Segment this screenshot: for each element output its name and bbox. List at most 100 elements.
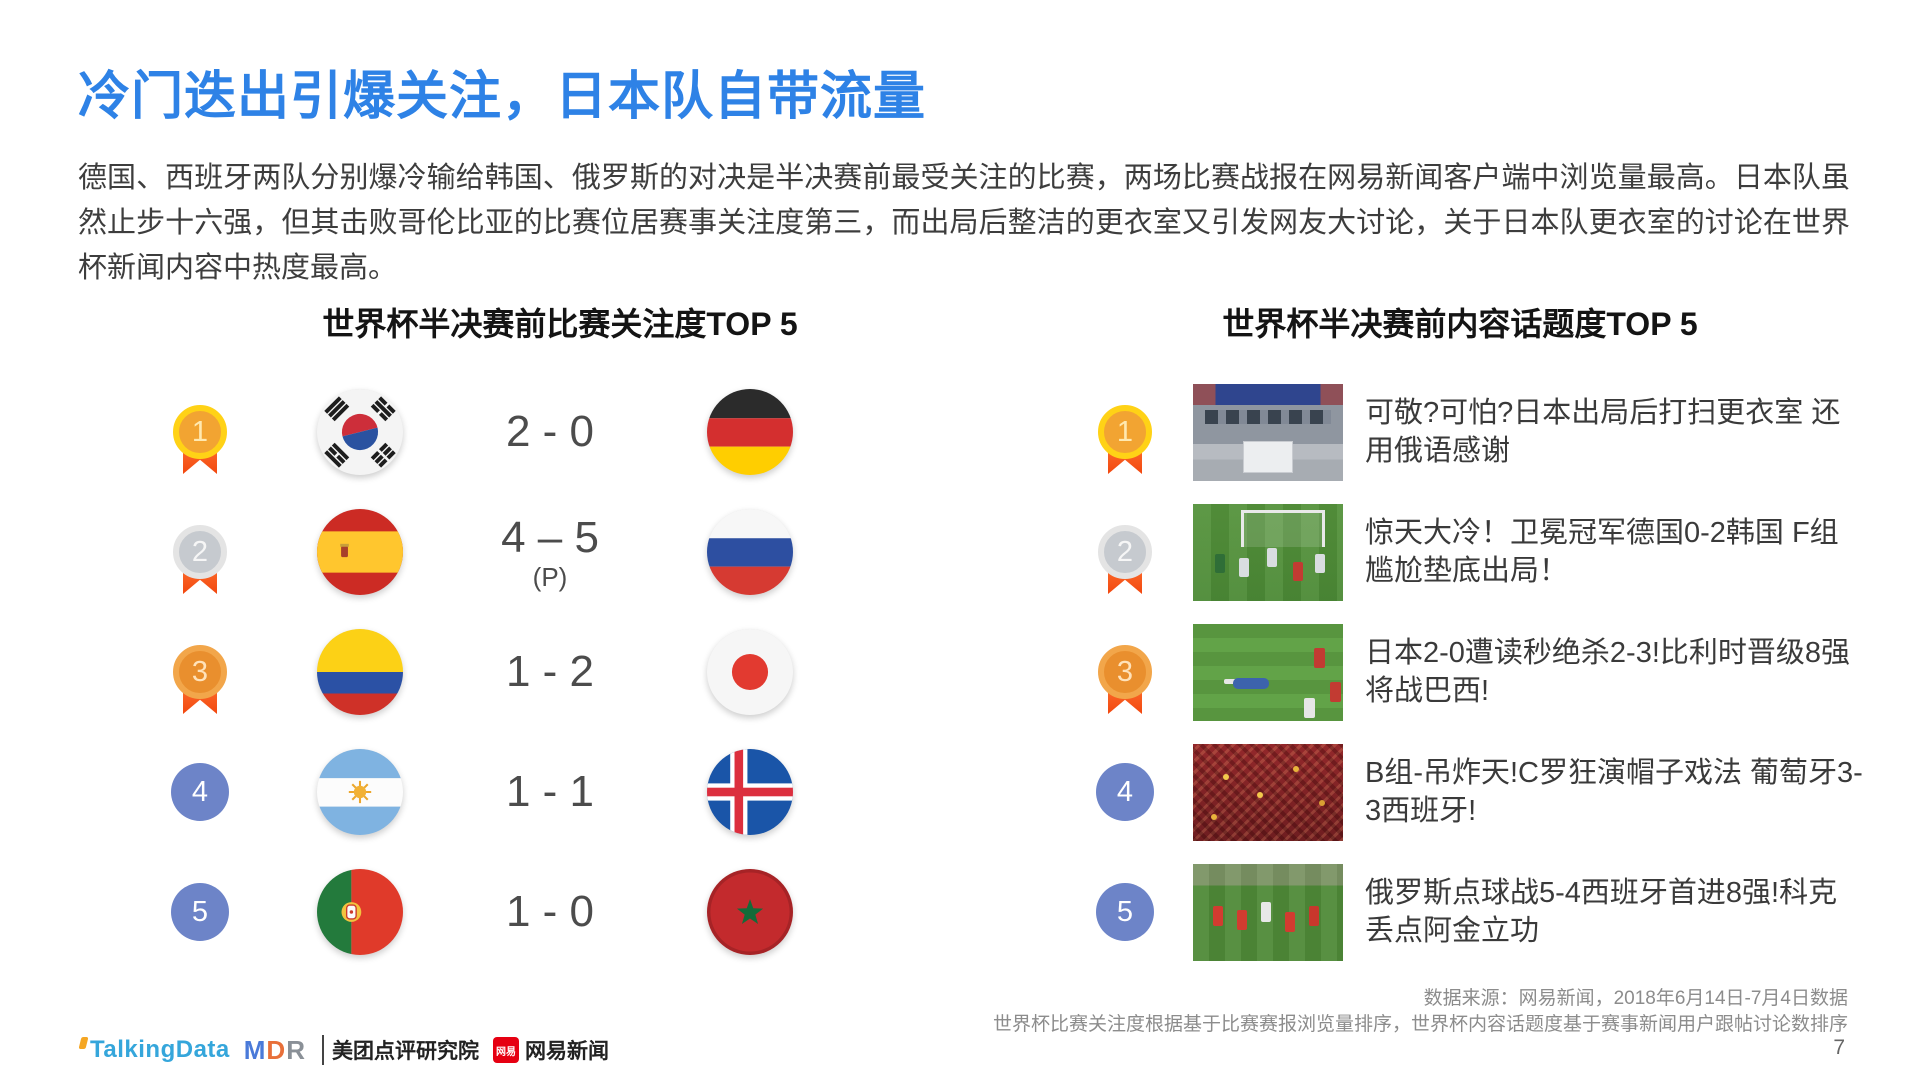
score-cell: 4 – 5 (P) [460,513,640,591]
meituan-research-logo-text: 美团点评研究院 [321,1035,479,1065]
score-cell: 1 - 1 [460,767,640,817]
rank-badge: 5 [1095,882,1155,942]
match-score: 2 - 0 [505,407,595,456]
rank-badge: 3 [1095,642,1155,714]
match-row: 2 4 – 5 (P) [140,492,860,612]
rank-badge: 5 [170,882,230,942]
data-source-line1: 数据来源：网易新闻，2018年6月14日-7月4日数据 [1423,988,1848,1009]
talkingdata-logo: TalkingData [78,1036,230,1064]
team2-flag-cell [640,869,860,955]
match-row: 5 1 - 0 [140,852,860,972]
team1-flag-cell [260,629,460,715]
argentina-flag [317,749,403,835]
team2-flag-cell [640,749,860,835]
thumbnail-locker-room [1193,383,1343,481]
rank-cell: 3 [1095,642,1155,714]
team2-flag-cell [640,629,860,715]
rank-cell: 4 [140,762,260,822]
news-ranking-rows: 1 可敬?可怕?日本出局后打扫更衣室 还用俄语感谢 2 惊天大冷！卫冕冠军德国0… [1095,372,1885,972]
rank-cell: 1 [140,402,260,474]
left-panel-title: 世界杯半决赛前比赛关注度TOP 5 [322,306,798,342]
rank-number: 5 [191,895,209,928]
rank-badge: 2 [170,522,230,594]
rank-number: 4 [191,775,209,808]
thumbnail-pitch-celebration [1193,863,1343,961]
russia-flag [707,509,793,595]
rank-number: 5 [1116,895,1134,928]
rank-cell: 1 [1095,402,1155,474]
netease-icon: 网易 [492,1037,519,1063]
japan-flag [707,629,793,715]
intro-paragraph: 德国、西班牙两队分别爆冷输给韩国、俄罗斯的对决是半决赛前最受关注的比赛，两场比赛… [78,162,1850,284]
rank-number: 1 [1116,415,1134,448]
rank-badge: 1 [1095,402,1155,474]
penalty-note: (P) [532,562,568,592]
score-cell: 1 - 0 [460,887,640,937]
south-korea-flag [317,389,403,475]
germany-flag [707,389,793,475]
score-cell: 1 - 2 [460,647,640,697]
mdr-letter-m: M [243,1034,267,1065]
match-row: 3 1 - 2 [140,612,860,732]
thumbnail-cell [1193,383,1343,481]
rank-medal: 3 [1098,645,1152,699]
team2-flag-cell [640,389,860,475]
match-score: 4 – 5 [501,513,599,562]
news-headline: 日本2-0遭读秒绝杀2-3!比利时晋级8强将战巴西! [1365,637,1851,707]
thumbnail-pitch-player-down [1193,623,1343,721]
news-row: 1 可敬?可怕?日本出局后打扫更衣室 还用俄语感谢 [1095,372,1885,492]
team1-flag-cell [260,389,460,475]
match-score: 1 - 2 [505,647,595,696]
rank-cell: 5 [140,882,260,942]
thumbnail-pitch-goal [1193,503,1343,601]
data-source-note: 数据来源：网易新闻，2018年6月14日-7月4日数据 世界杯比赛关注度根据基于… [993,986,1848,1038]
data-source-line2: 世界杯比赛关注度根据基于比赛赛报浏览量排序，世界杯内容话题度基于赛事新闻用户跟帖… [992,1014,1848,1035]
rank-medal: 4 [1096,763,1154,821]
rank-badge: 1 [170,402,230,474]
news-headline: B组-吊炸天!C罗狂演帽子戏法 葡萄牙3-3西班牙! [1365,757,1863,827]
thumbnail-cell [1193,623,1343,721]
right-panel-title: 世界杯半决赛前内容话题度TOP 5 [1222,306,1698,342]
iceland-flag [707,749,793,835]
team1-flag-cell [260,509,460,595]
news-row: 5 俄罗斯点球战5-4西班牙首进8强!科克丢点阿金立功 [1095,852,1885,972]
rank-medal: 1 [1098,405,1152,459]
spain-flag [317,509,403,595]
netease-logo-text: 网易新闻 [524,1040,609,1063]
talkingdata-logo-text: TalkingData [90,1036,230,1063]
rank-number: 2 [191,535,209,568]
rank-cell: 2 [1095,522,1155,594]
rank-medal: 5 [1096,883,1154,941]
news-row: 2 惊天大冷！卫冕冠军德国0-2韩国 F组尴尬垫底出局！ [1095,492,1885,612]
score-cell: 2 - 0 [460,407,640,457]
rank-cell: 2 [140,522,260,594]
thumbnail-red-fans [1193,743,1343,841]
mdr-letter-r: R [286,1034,306,1065]
news-row: 4 B组-吊炸天!C罗狂演帽子戏法 葡萄牙3-3西班牙! [1095,732,1885,852]
match-score: 1 - 1 [505,767,595,816]
team1-flag-cell [260,869,460,955]
talkingdata-mark-icon [78,1037,89,1049]
thumbnail-cell [1193,503,1343,601]
rank-medal: 1 [173,405,227,459]
rank-number: 4 [1116,775,1134,808]
rank-badge: 4 [1095,762,1155,822]
match-ranking-rows: 1 2 - 0 2 4 – 5 (P) 3 [140,372,860,972]
page-number: 7 [1833,1036,1845,1059]
page-title: 冷门迭出引爆关注，日本队自带流量 [78,68,927,126]
rank-cell: 5 [1095,882,1155,942]
match-row: 1 2 - 0 [140,372,860,492]
rank-medal: 3 [173,645,227,699]
match-score: 1 - 0 [505,887,595,936]
mdr-letter-d: D [266,1034,287,1065]
team1-flag-cell [260,749,460,835]
rank-medal: 5 [171,883,229,941]
rank-number: 3 [191,655,209,688]
rank-badge: 3 [170,642,230,714]
rank-number: 1 [191,415,209,448]
news-headline: 可敬?可怕?日本出局后打扫更衣室 还用俄语感谢 [1365,397,1841,467]
morocco-flag [707,869,793,955]
news-headline: 俄罗斯点球战5-4西班牙首进8强!科克丢点阿金立功 [1365,877,1838,947]
thumbnail-cell [1193,743,1343,841]
team2-flag-cell [640,509,860,595]
